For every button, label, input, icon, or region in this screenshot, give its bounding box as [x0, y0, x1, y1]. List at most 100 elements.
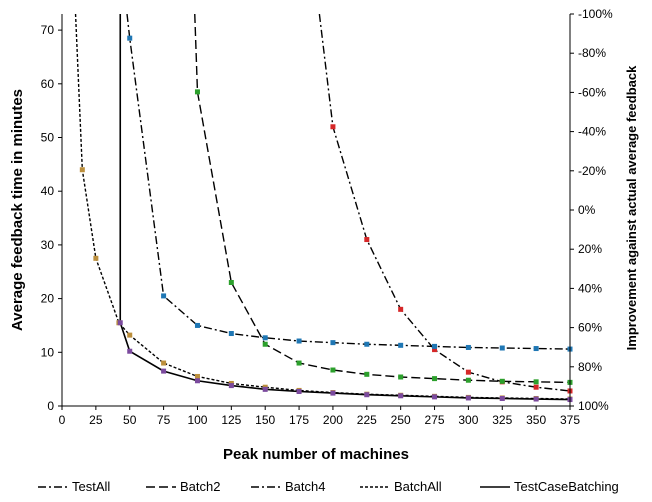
- data-point-batch2: [364, 371, 370, 377]
- data-point-batch4: [228, 331, 234, 337]
- data-point-testcasebatching: [117, 320, 123, 326]
- data-point-testall: [465, 369, 471, 375]
- data-point-testall: [364, 237, 370, 243]
- y2-tick-label: 80%: [578, 360, 602, 374]
- data-point-testcasebatching: [364, 392, 370, 398]
- x-tick-label: 150: [255, 413, 275, 427]
- data-point-batch4: [533, 346, 539, 352]
- data-point-batchall: [93, 255, 99, 261]
- series-line-batch4: [126, 14, 570, 350]
- series-line-batchall: [74, 14, 570, 400]
- y-tick-label: 0: [47, 399, 54, 413]
- data-point-batch4: [499, 345, 505, 351]
- y2-tick-label: 0%: [578, 203, 596, 217]
- data-point-batchall: [161, 360, 167, 366]
- data-point-batch2: [398, 374, 404, 380]
- legend: TestAll Batch2 Batch4 BatchAll TestCaseBatch…: [38, 479, 619, 494]
- data-point-testcasebatching: [533, 396, 539, 402]
- y-tick-label: 30: [41, 238, 55, 252]
- x-tick-label: 250: [391, 413, 411, 427]
- data-point-batch2: [228, 279, 234, 285]
- legend-label-batchall: BatchAll: [394, 479, 442, 494]
- data-point-testall: [398, 306, 404, 312]
- x-tick-label: 100: [187, 413, 207, 427]
- y2-tick-label: 20%: [578, 242, 602, 256]
- x-tick-label: 175: [289, 413, 309, 427]
- data-point-testall: [533, 384, 539, 390]
- data-point-batch2: [465, 377, 471, 383]
- y-tick-label: 20: [41, 292, 55, 306]
- y-tick-label: 40: [41, 184, 55, 198]
- marker-layer: [79, 35, 573, 403]
- data-point-batch4: [330, 340, 336, 346]
- data-point-testall: [432, 347, 438, 353]
- data-point-batch2: [499, 378, 505, 384]
- data-point-batch2: [262, 341, 268, 347]
- data-point-batchall: [79, 167, 85, 173]
- x-tick-label: 25: [89, 413, 103, 427]
- data-point-batch2: [194, 89, 200, 95]
- data-point-testcasebatching: [499, 395, 505, 401]
- data-point-batch4: [262, 335, 268, 341]
- x-tick-label: 225: [357, 413, 377, 427]
- series-layer: [74, 14, 570, 401]
- x-tick-label: 75: [157, 413, 171, 427]
- data-point-testcasebatching: [262, 386, 268, 392]
- y-tick-label: 10: [41, 345, 55, 359]
- y2-tick-label: -40%: [578, 125, 606, 139]
- data-point-testcasebatching: [228, 383, 234, 389]
- x-tick-label: 200: [323, 413, 343, 427]
- data-point-testcasebatching: [296, 389, 302, 395]
- x-tick-label: 275: [425, 413, 445, 427]
- legend-label-batch4: Batch4: [285, 479, 325, 494]
- data-point-testcasebatching: [398, 393, 404, 399]
- series-line-testall: [318, 14, 570, 392]
- y-tick-label: 70: [41, 23, 55, 37]
- y2-tick-label: -100%: [578, 7, 613, 21]
- y-tick-label: 60: [41, 77, 55, 91]
- x-tick-label: 375: [560, 413, 580, 427]
- data-point-testcasebatching: [465, 395, 471, 401]
- data-point-batch4: [194, 322, 200, 328]
- data-point-batch4: [364, 341, 370, 347]
- y2-tick-label: 40%: [578, 281, 602, 295]
- x-tick-label: 50: [123, 413, 137, 427]
- data-point-batch4: [296, 338, 302, 344]
- data-point-batch4: [398, 342, 404, 348]
- data-point-batch4: [127, 35, 133, 41]
- data-point-batch2: [432, 376, 438, 382]
- y2-tick-label: 60%: [578, 321, 602, 335]
- x-tick-label: 325: [492, 413, 512, 427]
- data-point-testcasebatching: [194, 378, 200, 384]
- data-point-batch4: [465, 344, 471, 350]
- data-point-batchall: [127, 332, 133, 338]
- y2-tick-label: 100%: [578, 399, 609, 413]
- legend-label-batch2: Batch2: [180, 479, 220, 494]
- data-point-batch4: [432, 343, 438, 349]
- x-axis-title: Peak number of machines: [223, 446, 409, 463]
- data-point-batch2: [533, 379, 539, 385]
- legend-label-testcasebatching: TestCaseBatching: [514, 479, 619, 494]
- series-line-testcasebatching: [119, 14, 570, 401]
- data-point-batch2: [296, 360, 302, 366]
- x-tick-label: 300: [458, 413, 478, 427]
- series-line-batch2: [194, 14, 570, 384]
- data-point-testcasebatching: [432, 394, 438, 400]
- data-point-testcasebatching: [330, 390, 336, 396]
- data-point-batch2: [330, 367, 336, 373]
- data-point-testcasebatching: [161, 368, 167, 374]
- y-tick-label: 50: [41, 131, 55, 145]
- data-point-batchall: [194, 373, 200, 379]
- y2-tick-label: -80%: [578, 46, 606, 60]
- y-axis-title: Average feedback time in minutes: [9, 89, 26, 331]
- data-point-testall: [330, 124, 336, 130]
- y2-tick-label: -20%: [578, 164, 606, 178]
- x-tick-label: 350: [526, 413, 546, 427]
- axes-layer: 0 25 50 75 100 125 150 175 200 225 250 275 300 325 350…: [41, 7, 613, 427]
- x-tick-label: 0: [59, 413, 66, 427]
- data-point-batch4: [161, 293, 167, 299]
- y2-axis-title: Improvement against actual average feedb…: [624, 65, 639, 350]
- y2-tick-label: -60%: [578, 85, 606, 99]
